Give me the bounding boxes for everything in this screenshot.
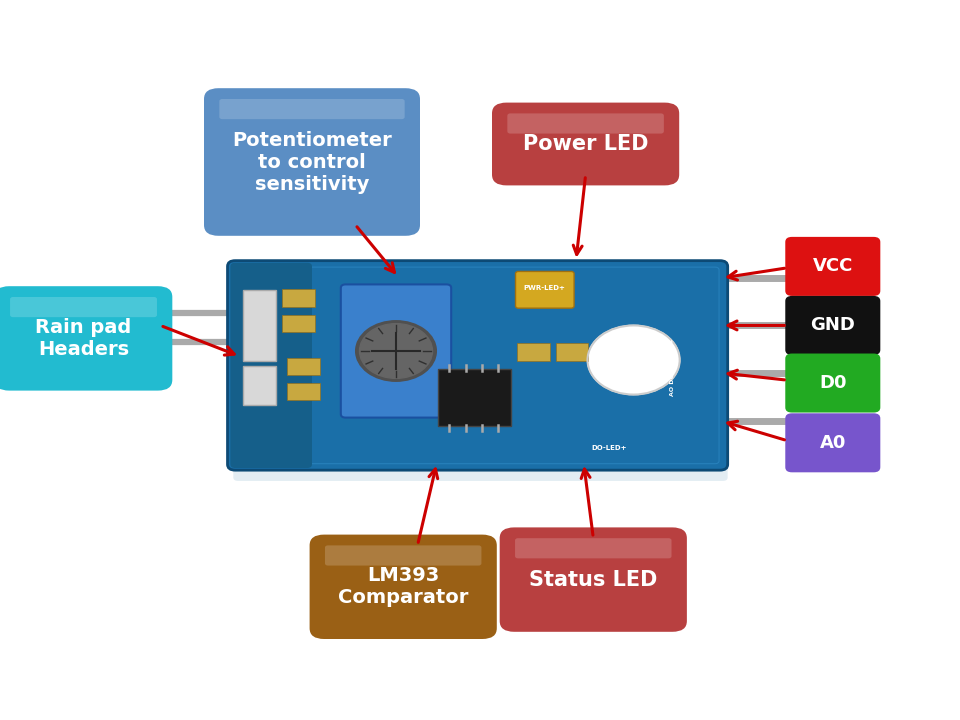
Text: Potentiometer
to control
sensitivity: Potentiometer to control sensitivity [232,130,392,194]
FancyBboxPatch shape [438,369,511,426]
FancyBboxPatch shape [785,296,880,355]
FancyBboxPatch shape [499,527,687,632]
FancyBboxPatch shape [341,284,451,418]
FancyBboxPatch shape [517,343,550,361]
FancyBboxPatch shape [282,289,315,307]
FancyBboxPatch shape [230,263,312,468]
FancyBboxPatch shape [287,383,320,400]
Text: Power LED: Power LED [523,134,648,154]
Text: D0: D0 [819,374,847,392]
Text: DO-LED+: DO-LED+ [592,445,627,451]
FancyBboxPatch shape [324,546,481,566]
Text: A0: A0 [820,433,846,452]
FancyBboxPatch shape [492,102,680,185]
FancyBboxPatch shape [309,534,497,639]
Text: PWR-LED+: PWR-LED+ [523,285,565,291]
Text: AO DOGNDVCC+: AO DOGNDVCC+ [669,338,675,396]
FancyBboxPatch shape [785,237,880,296]
FancyBboxPatch shape [507,113,664,133]
Text: GND: GND [810,316,855,334]
Text: LM393
Comparator: LM393 Comparator [338,567,468,607]
FancyBboxPatch shape [233,438,728,481]
Text: Status LED: Status LED [529,570,658,590]
FancyBboxPatch shape [785,354,880,413]
Text: VCC: VCC [812,257,853,275]
FancyBboxPatch shape [515,539,672,559]
FancyBboxPatch shape [243,366,276,405]
FancyBboxPatch shape [10,297,156,317]
FancyBboxPatch shape [516,271,574,308]
FancyBboxPatch shape [556,343,588,361]
FancyBboxPatch shape [243,290,276,361]
FancyBboxPatch shape [228,261,728,470]
FancyBboxPatch shape [204,89,420,236]
Circle shape [588,325,680,395]
FancyBboxPatch shape [0,286,173,390]
FancyBboxPatch shape [219,99,405,119]
Circle shape [355,321,436,382]
FancyBboxPatch shape [287,358,320,375]
Text: Rain pad
Headers: Rain pad Headers [36,318,132,359]
Circle shape [359,324,432,379]
FancyBboxPatch shape [785,413,880,472]
FancyBboxPatch shape [282,315,315,332]
